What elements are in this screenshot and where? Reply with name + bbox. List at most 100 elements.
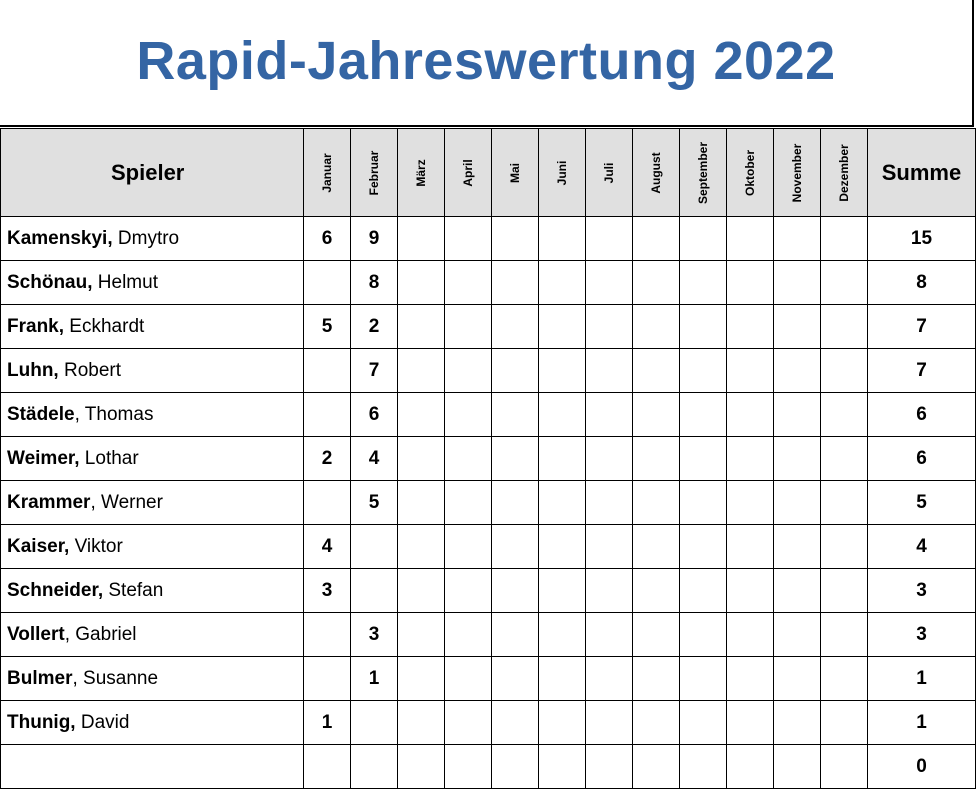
month-score-cell: [538, 700, 586, 745]
month-score-cell: [773, 392, 821, 437]
month-score-cell: [679, 656, 727, 701]
month-score-cell: [444, 480, 492, 525]
month-score-cell: [538, 348, 586, 393]
month-score-cell: [491, 744, 539, 789]
month-score-cell: [585, 744, 633, 789]
month-score-cell: [679, 348, 727, 393]
month-score-cell: [632, 392, 680, 437]
month-score-cell: [679, 612, 727, 657]
player-last-name: Kaiser,: [7, 535, 70, 557]
column-header-sum: Summe: [867, 128, 976, 217]
month-score-cell: [538, 436, 586, 481]
month-score-cell: [491, 260, 539, 305]
month-score-cell: [773, 216, 821, 261]
month-score-cell: 3: [350, 612, 398, 657]
month-score-cell: [632, 436, 680, 481]
month-score-cell: [444, 612, 492, 657]
month-label: Juli: [602, 162, 616, 183]
month-score-cell: [491, 480, 539, 525]
table-row: Bulmer, Susanne 1 1: [0, 656, 976, 701]
column-header-month: Februar: [350, 128, 398, 217]
month-label: November: [790, 143, 804, 202]
month-score-cell: [726, 700, 774, 745]
month-score-cell: [726, 348, 774, 393]
total-score-cell: 8: [867, 260, 976, 305]
month-score-cell: [303, 260, 351, 305]
month-score-cell: [444, 436, 492, 481]
month-score-cell: [726, 568, 774, 613]
month-score-cell: [444, 656, 492, 701]
total-score-cell: 1: [867, 656, 976, 701]
month-score-cell: 5: [303, 304, 351, 349]
month-score-cell: [397, 304, 445, 349]
month-score-cell: [538, 744, 586, 789]
month-score-cell: [585, 524, 633, 569]
table-row: Weimer, Lothar 2 4 6: [0, 436, 976, 481]
month-label: Mai: [508, 162, 522, 183]
total-score-cell: 0: [867, 744, 976, 789]
player-name-cell: Schneider, Stefan: [0, 568, 304, 613]
month-score-cell: [773, 656, 821, 701]
month-score-cell: [585, 700, 633, 745]
month-score-cell: [585, 656, 633, 701]
month-score-cell: [820, 480, 868, 525]
player-first-name: David: [75, 711, 130, 733]
month-score-cell: [397, 700, 445, 745]
month-score-cell: [303, 656, 351, 701]
month-score-cell: [303, 392, 351, 437]
month-score-cell: [679, 744, 727, 789]
player-first-name: , Werner: [90, 491, 163, 513]
table-row: Kamenskyi, Dmytro 6 9 15: [0, 216, 976, 261]
month-score-cell: [820, 392, 868, 437]
month-score-cell: [491, 656, 539, 701]
column-header-month: Dezember: [820, 128, 868, 217]
month-score-cell: [397, 392, 445, 437]
month-score-cell: 4: [350, 436, 398, 481]
month-score-cell: [820, 216, 868, 261]
month-score-cell: [820, 348, 868, 393]
month-score-cell: [679, 480, 727, 525]
month-score-cell: [726, 260, 774, 305]
player-name-cell: Luhn, Robert: [0, 348, 304, 393]
month-score-cell: 6: [303, 216, 351, 261]
month-score-cell: [679, 568, 727, 613]
table-row: Luhn, Robert 7 7: [0, 348, 976, 393]
month-score-cell: [303, 612, 351, 657]
month-label: Juni: [555, 160, 569, 185]
month-score-cell: [444, 260, 492, 305]
month-score-cell: 2: [350, 304, 398, 349]
month-score-cell: [585, 392, 633, 437]
month-score-cell: [632, 568, 680, 613]
month-score-cell: [679, 260, 727, 305]
month-score-cell: [726, 436, 774, 481]
month-score-cell: [444, 392, 492, 437]
player-first-name: Helmut: [92, 271, 158, 293]
month-score-cell: [632, 524, 680, 569]
total-score-cell: 5: [867, 480, 976, 525]
player-name-cell: Thunig, David: [0, 700, 304, 745]
month-score-cell: [444, 568, 492, 613]
month-score-cell: [632, 744, 680, 789]
month-score-cell: [632, 348, 680, 393]
player-last-name: Krammer: [7, 491, 91, 513]
player-first-name: , Thomas: [74, 403, 154, 425]
column-header-month: Juli: [585, 128, 633, 217]
player-last-name: Städele: [7, 403, 75, 425]
month-score-cell: 1: [303, 700, 351, 745]
table-body: Kamenskyi, Dmytro 6 9 15 Schönau, Helmut 8 8 Fr…: [0, 216, 976, 789]
player-last-name: Thunig,: [7, 711, 76, 733]
month-score-cell: [491, 392, 539, 437]
month-score-cell: [350, 744, 398, 789]
player-last-name: Schönau,: [7, 271, 93, 293]
total-score-cell: 6: [867, 392, 976, 437]
month-label: April: [461, 158, 475, 187]
month-score-cell: [303, 744, 351, 789]
table-row: Krammer, Werner 5 5: [0, 480, 976, 525]
month-score-cell: 8: [350, 260, 398, 305]
column-header-month: Mai: [491, 128, 539, 217]
column-header-player: Spieler: [0, 128, 304, 217]
month-score-cell: [632, 656, 680, 701]
month-label: August: [649, 151, 663, 194]
month-label: Januar: [320, 152, 334, 193]
month-score-cell: [632, 304, 680, 349]
